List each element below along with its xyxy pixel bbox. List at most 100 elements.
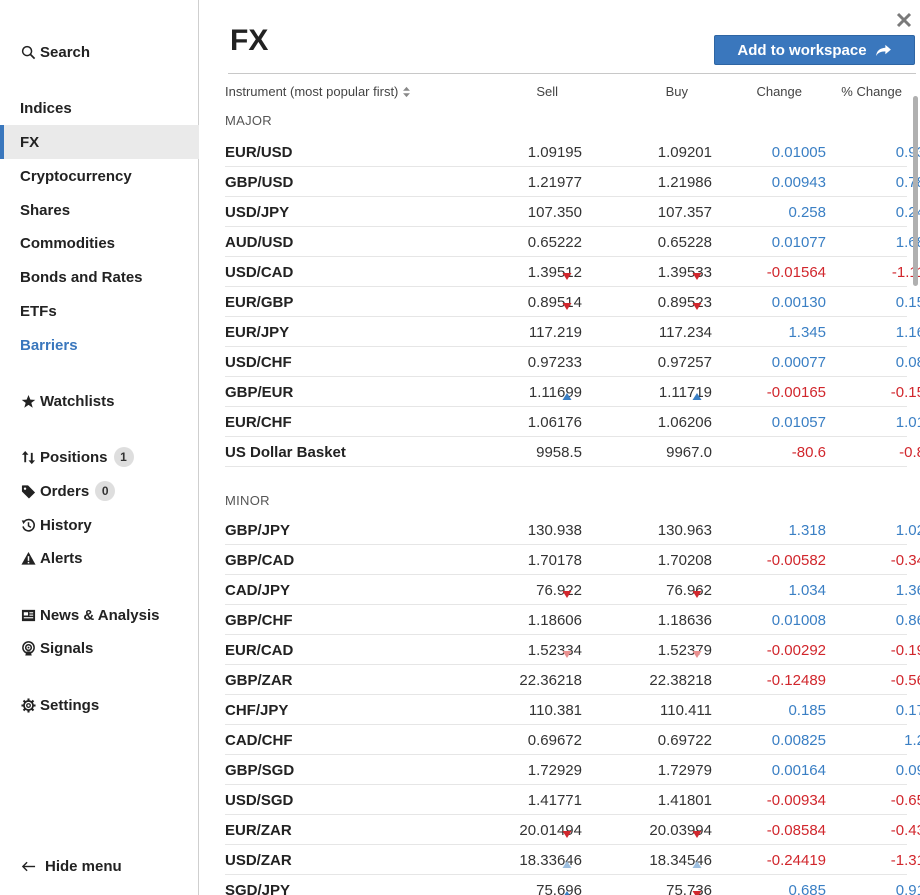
- buy-column-header[interactable]: Buy: [665, 84, 688, 99]
- sell-price[interactable]: 1.39512: [527, 264, 582, 281]
- table-row[interactable]: EUR/ZAR 20.01494 20.03994 -0.08584 -0.43: [225, 815, 920, 845]
- sidebar-item-signals[interactable]: Signals: [0, 631, 199, 665]
- sell-price[interactable]: 1.41771: [527, 792, 582, 809]
- instrument-name[interactable]: US Dollar Basket: [225, 444, 346, 461]
- buy-price[interactable]: 0.69722: [657, 732, 712, 749]
- sidebar-item-orders[interactable]: Orders 0: [0, 474, 199, 508]
- table-row[interactable]: USD/CAD 1.39512 1.39533 -0.01564 -1.11: [225, 257, 920, 287]
- sell-price[interactable]: 9958.5: [536, 444, 582, 461]
- table-row[interactable]: EUR/GBP 0.89514 0.89523 0.00130 0.15: [225, 287, 920, 317]
- table-row[interactable]: GBP/EUR 1.11699 1.11719 -0.00165 -0.15: [225, 377, 920, 407]
- table-row[interactable]: EUR/CHF 1.06176 1.06206 0.01057 1.01: [225, 407, 920, 437]
- sell-price[interactable]: 1.72929: [527, 762, 582, 779]
- sidebar-item-settings[interactable]: Settings: [0, 688, 199, 722]
- instrument-name[interactable]: GBP/USD: [225, 174, 294, 191]
- sidebar-item-barriers[interactable]: Barriers: [0, 328, 199, 362]
- instrument-column-header[interactable]: Instrument (most popular first): [225, 84, 411, 99]
- sidebar-item-alerts[interactable]: Alerts: [0, 541, 199, 575]
- buy-price[interactable]: 0.97257: [657, 354, 712, 371]
- sidebar-item-history[interactable]: History: [0, 508, 199, 542]
- table-row[interactable]: USD/CHF 0.97233 0.97257 0.00077 0.08: [225, 347, 920, 377]
- table-row[interactable]: USD/SGD 1.41771 1.41801 -0.00934 -0.65: [225, 785, 920, 815]
- sell-price[interactable]: 0.69672: [527, 732, 582, 749]
- buy-price[interactable]: 18.34546: [649, 852, 712, 869]
- buy-price[interactable]: 1.11719: [658, 384, 712, 401]
- sell-price[interactable]: 1.21977: [527, 174, 582, 191]
- sidebar-item-news-analysis[interactable]: News & Analysis: [0, 598, 199, 632]
- table-row[interactable]: EUR/JPY 117.219 117.234 1.345 1.16: [225, 317, 920, 347]
- buy-price[interactable]: 1.41801: [657, 792, 712, 809]
- sell-price[interactable]: 18.33646: [519, 852, 582, 869]
- buy-price[interactable]: 1.52379: [657, 642, 712, 659]
- buy-price[interactable]: 1.18636: [657, 612, 712, 629]
- instrument-name[interactable]: USD/CHF: [225, 354, 292, 371]
- instrument-name[interactable]: EUR/ZAR: [225, 822, 292, 839]
- scrollbar[interactable]: [913, 96, 918, 286]
- table-row[interactable]: USD/ZAR 18.33646 18.34546 -0.24419 -1.31: [225, 845, 920, 875]
- instrument-name[interactable]: EUR/USD: [225, 144, 293, 161]
- table-row[interactable]: GBP/JPY 130.938 130.963 1.318 1.02: [225, 515, 920, 545]
- sidebar-item-etfs[interactable]: ETFs: [0, 294, 199, 328]
- instrument-name[interactable]: CAD/CHF: [225, 732, 293, 749]
- sidebar-item-cryptocurrency[interactable]: Cryptocurrency: [0, 159, 199, 193]
- sell-price[interactable]: 0.97233: [527, 354, 582, 371]
- instrument-name[interactable]: CHF/JPY: [225, 702, 289, 719]
- sidebar-item-commodities[interactable]: Commodities: [0, 226, 199, 260]
- pct-change-column-header[interactable]: % Change: [841, 84, 902, 99]
- table-row[interactable]: GBP/CHF 1.18606 1.18636 0.01008 0.86: [225, 605, 920, 635]
- hide-menu-button[interactable]: Hide menu: [20, 858, 122, 875]
- table-row[interactable]: EUR/CAD 1.52334 1.52379 -0.00292 -0.19: [225, 635, 920, 665]
- close-button[interactable]: [894, 10, 914, 30]
- table-row[interactable]: CAD/JPY 76.922 76.962 1.034 1.36: [225, 575, 920, 605]
- buy-price[interactable]: 107.357: [657, 204, 712, 221]
- add-to-workspace-button[interactable]: Add to workspace: [714, 35, 915, 65]
- table-row[interactable]: GBP/CAD 1.70178 1.70208 -0.00582 -0.34: [225, 545, 920, 575]
- sell-price[interactable]: 1.18606: [527, 612, 582, 629]
- instrument-name[interactable]: GBP/CAD: [225, 552, 295, 569]
- instrument-name[interactable]: EUR/CAD: [225, 642, 294, 659]
- sell-price[interactable]: 76.922: [536, 582, 582, 599]
- buy-price[interactable]: 1.06206: [657, 414, 712, 431]
- sell-price[interactable]: 1.70178: [527, 552, 582, 569]
- table-row[interactable]: GBP/SGD 1.72929 1.72979 0.00164 0.09: [225, 755, 920, 785]
- sell-price[interactable]: 1.52334: [527, 642, 582, 659]
- buy-price[interactable]: 22.38218: [649, 672, 712, 689]
- buy-price[interactable]: 1.09201: [657, 144, 712, 161]
- instrument-name[interactable]: CAD/JPY: [225, 582, 291, 599]
- instrument-name[interactable]: GBP/CHF: [225, 612, 293, 629]
- sidebar-item-watchlists[interactable]: Watchlists: [0, 384, 199, 418]
- instrument-name[interactable]: EUR/JPY: [225, 324, 290, 341]
- table-row[interactable]: US Dollar Basket 9958.5 9967.0 -80.6 -0.8: [225, 437, 920, 467]
- sell-price[interactable]: 20.01494: [519, 822, 582, 839]
- sell-price[interactable]: 1.11699: [528, 384, 582, 401]
- sell-price[interactable]: 130.938: [527, 522, 582, 539]
- instrument-name[interactable]: EUR/CHF: [225, 414, 292, 431]
- sell-price[interactable]: 22.36218: [519, 672, 582, 689]
- sell-price[interactable]: 75.696: [536, 882, 582, 895]
- instrument-name[interactable]: GBP/JPY: [225, 522, 291, 539]
- sell-price[interactable]: 110.381: [528, 702, 582, 719]
- change-column-header[interactable]: Change: [756, 84, 802, 99]
- sidebar-item-shares[interactable]: Shares: [0, 193, 199, 227]
- instrument-name[interactable]: USD/SGD: [225, 792, 294, 809]
- table-row[interactable]: SGD/JPY 75.696 75.736 0.685 0.91: [225, 875, 920, 895]
- sell-column-header[interactable]: Sell: [536, 84, 558, 99]
- buy-price[interactable]: 9967.0: [666, 444, 712, 461]
- sell-price[interactable]: 0.89514: [527, 294, 582, 311]
- instrument-name[interactable]: AUD/USD: [225, 234, 294, 251]
- buy-price[interactable]: 1.21986: [657, 174, 712, 191]
- sell-price[interactable]: 107.350: [527, 204, 582, 221]
- instrument-name[interactable]: SGD/JPY: [225, 882, 291, 895]
- table-row[interactable]: GBP/ZAR 22.36218 22.38218 -0.12489 -0.56: [225, 665, 920, 695]
- buy-price[interactable]: 20.03994: [649, 822, 712, 839]
- instrument-name[interactable]: USD/ZAR: [225, 852, 292, 869]
- sell-price[interactable]: 117.219: [528, 324, 582, 341]
- sidebar-item-indices[interactable]: Indices: [0, 91, 199, 125]
- sell-price[interactable]: 1.09195: [527, 144, 582, 161]
- buy-price[interactable]: 1.39533: [657, 264, 712, 281]
- sell-price[interactable]: 0.65222: [527, 234, 582, 251]
- buy-price[interactable]: 1.72979: [657, 762, 712, 779]
